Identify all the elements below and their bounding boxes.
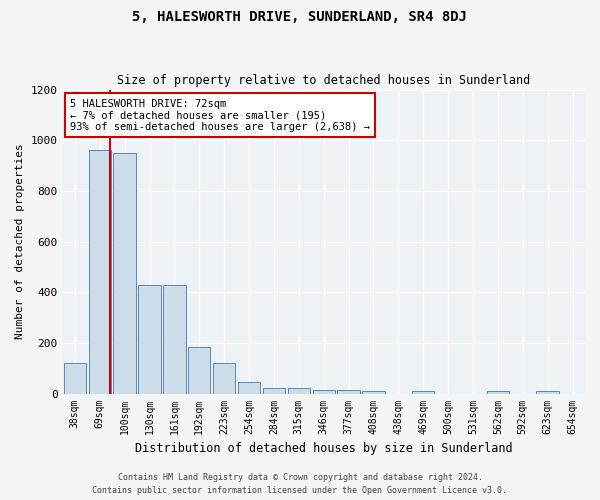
Bar	[536, 391, 559, 394]
Text: 5, HALESWORTH DRIVE, SUNDERLAND, SR4 8DJ: 5, HALESWORTH DRIVE, SUNDERLAND, SR4 8DJ	[133, 10, 467, 24]
Bar	[139, 284, 161, 394]
Bar	[213, 363, 235, 394]
Text: 5 HALESWORTH DRIVE: 72sqm
← 7% of detached houses are smaller (195)
93% of semi-: 5 HALESWORTH DRIVE: 72sqm ← 7% of detach…	[70, 98, 370, 132]
Bar	[64, 363, 86, 394]
Bar	[487, 391, 509, 394]
Bar	[287, 388, 310, 394]
Bar	[163, 284, 185, 394]
Bar	[89, 150, 111, 394]
X-axis label: Distribution of detached houses by size in Sunderland: Distribution of detached houses by size …	[135, 442, 512, 455]
Bar	[263, 388, 285, 394]
Bar	[337, 390, 360, 394]
Bar	[188, 346, 211, 394]
Bar	[313, 390, 335, 394]
Text: Contains HM Land Registry data © Crown copyright and database right 2024.
Contai: Contains HM Land Registry data © Crown c…	[92, 474, 508, 495]
Bar	[238, 382, 260, 394]
Bar	[362, 391, 385, 394]
Y-axis label: Number of detached properties: Number of detached properties	[15, 144, 25, 340]
Bar	[113, 153, 136, 394]
Bar	[412, 391, 434, 394]
Title: Size of property relative to detached houses in Sunderland: Size of property relative to detached ho…	[117, 74, 530, 87]
